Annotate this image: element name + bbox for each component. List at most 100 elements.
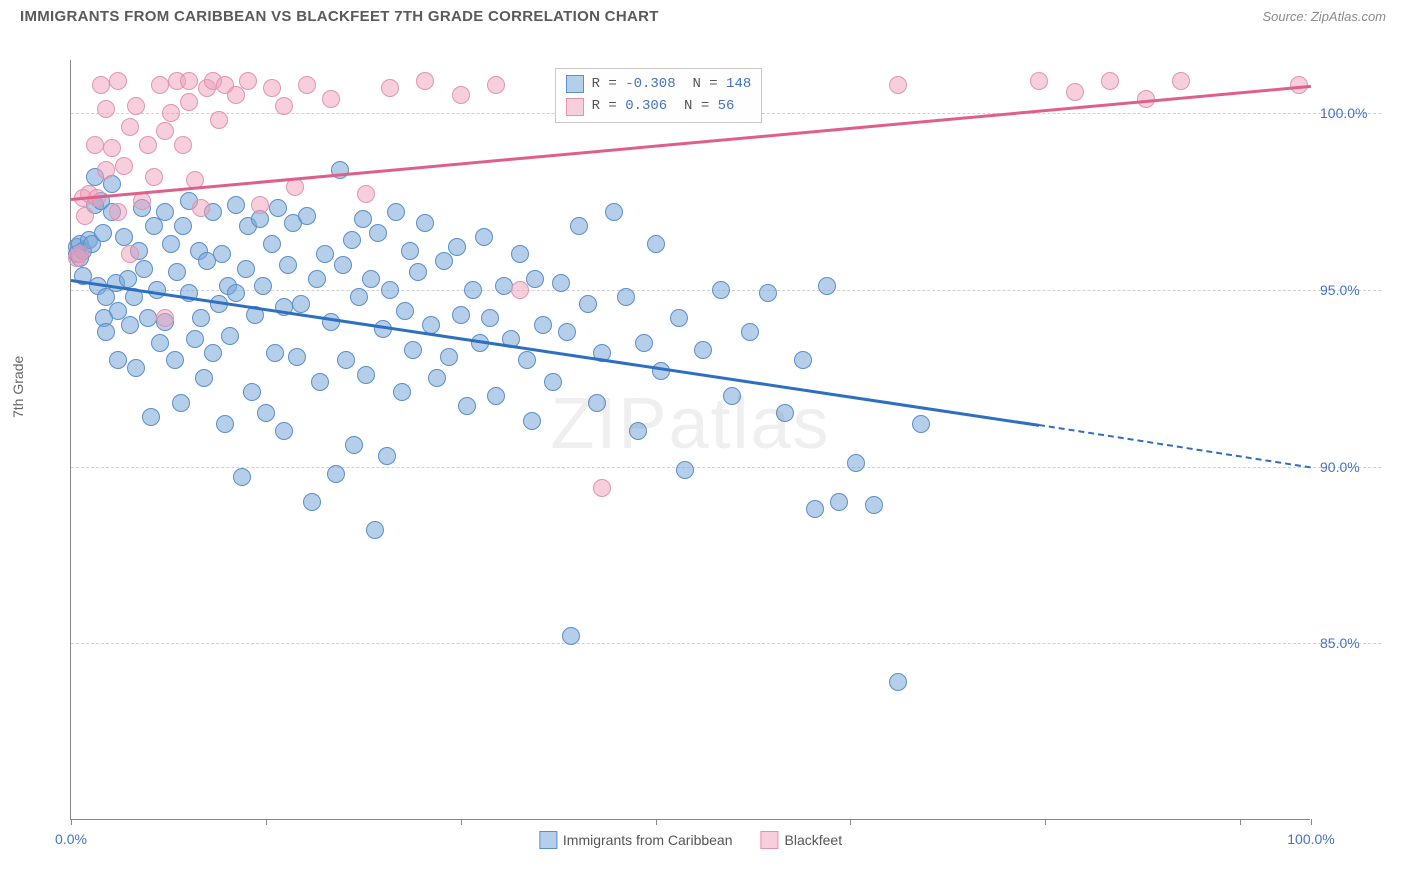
data-point <box>76 207 94 225</box>
stats-legend-row: R = 0.306 N = 56 <box>566 95 752 117</box>
data-point <box>139 136 157 154</box>
data-point <box>511 281 529 299</box>
data-point <box>337 351 355 369</box>
data-point <box>263 79 281 97</box>
series-legend-label: Immigrants from Caribbean <box>563 832 733 848</box>
data-point <box>694 341 712 359</box>
data-point <box>409 263 427 281</box>
data-point <box>511 245 529 263</box>
x-tick <box>850 819 851 825</box>
data-point <box>570 217 588 235</box>
data-point <box>311 373 329 391</box>
data-point <box>396 302 414 320</box>
data-point <box>204 344 222 362</box>
data-point <box>404 341 422 359</box>
data-point <box>269 199 287 217</box>
data-point <box>759 284 777 302</box>
data-point <box>174 136 192 154</box>
data-point <box>221 327 239 345</box>
data-point <box>464 281 482 299</box>
data-point <box>263 235 281 253</box>
data-point <box>322 313 340 331</box>
data-point <box>156 309 174 327</box>
data-point <box>213 245 231 263</box>
x-tick <box>266 819 267 825</box>
x-tick <box>71 819 72 825</box>
data-point <box>1066 83 1084 101</box>
stats-legend-text: R = 0.306 N = 56 <box>592 95 735 117</box>
data-point <box>127 359 145 377</box>
data-point <box>381 79 399 97</box>
data-point <box>723 387 741 405</box>
data-point <box>275 97 293 115</box>
data-point <box>452 86 470 104</box>
data-point <box>243 383 261 401</box>
legend-swatch <box>566 98 584 116</box>
data-point <box>279 256 297 274</box>
data-point <box>133 192 151 210</box>
data-point <box>327 465 345 483</box>
data-point <box>830 493 848 511</box>
data-point <box>92 76 110 94</box>
data-point <box>109 72 127 90</box>
data-point <box>162 235 180 253</box>
data-point <box>103 139 121 157</box>
data-point <box>227 196 245 214</box>
data-point <box>475 228 493 246</box>
data-point <box>912 415 930 433</box>
series-legend: Immigrants from Caribbean Blackfeet <box>539 831 842 849</box>
gridline <box>71 467 1381 468</box>
chart-container: 7th Grade ZIPatlas 85.0%90.0%95.0%100.0%… <box>50 40 1390 840</box>
plot-area: ZIPatlas 85.0%90.0%95.0%100.0%0.0%100.0%… <box>70 60 1310 820</box>
data-point <box>121 118 139 136</box>
data-point <box>448 238 466 256</box>
gridline <box>71 643 1381 644</box>
data-point <box>156 122 174 140</box>
data-point <box>416 214 434 232</box>
data-point <box>286 178 304 196</box>
data-point <box>237 260 255 278</box>
data-point <box>350 288 368 306</box>
data-point <box>115 157 133 175</box>
data-point <box>629 422 647 440</box>
y-axis-label: 7th Grade <box>10 356 26 418</box>
data-point <box>670 309 688 327</box>
data-point <box>308 270 326 288</box>
data-point <box>416 72 434 90</box>
data-point <box>86 136 104 154</box>
data-point <box>97 323 115 341</box>
data-point <box>847 454 865 472</box>
data-point <box>487 76 505 94</box>
data-point <box>288 348 306 366</box>
data-point <box>292 295 310 313</box>
x-tick <box>1240 819 1241 825</box>
data-point <box>192 199 210 217</box>
data-point <box>1172 72 1190 90</box>
data-point <box>794 351 812 369</box>
source-attribution: Source: ZipAtlas.com <box>1262 9 1386 24</box>
data-point <box>180 72 198 90</box>
data-point <box>121 316 139 334</box>
data-point <box>676 461 694 479</box>
data-point <box>343 231 361 249</box>
data-point <box>458 397 476 415</box>
data-point <box>712 281 730 299</box>
data-point <box>544 373 562 391</box>
data-point <box>166 351 184 369</box>
data-point <box>354 210 372 228</box>
data-point <box>172 394 190 412</box>
series-legend-label: Blackfeet <box>785 832 843 848</box>
data-point <box>481 309 499 327</box>
data-point <box>889 673 907 691</box>
data-point <box>387 203 405 221</box>
data-point <box>94 224 112 242</box>
chart-title: IMMIGRANTS FROM CARIBBEAN VS BLACKFEET 7… <box>20 8 659 25</box>
data-point <box>523 412 541 430</box>
data-point <box>435 252 453 270</box>
data-point <box>635 334 653 352</box>
x-tick-label: 100.0% <box>1287 831 1334 847</box>
data-point <box>334 256 352 274</box>
data-point <box>109 351 127 369</box>
data-point <box>186 330 204 348</box>
data-point <box>487 387 505 405</box>
